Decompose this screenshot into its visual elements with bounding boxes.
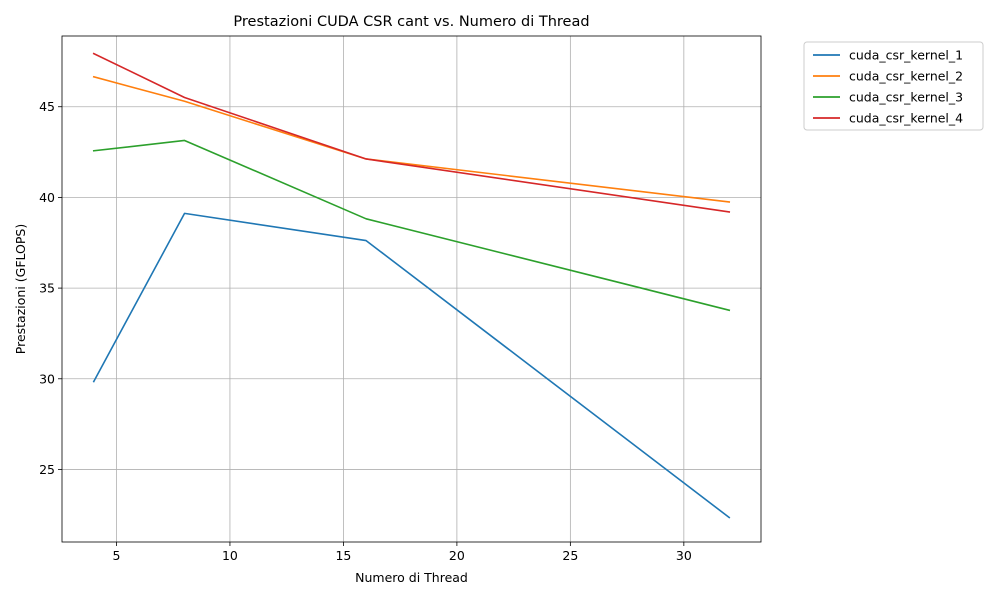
legend-label-3: cuda_csr_kernel_3 [849, 90, 963, 105]
y-tick-label: 35 [39, 281, 55, 296]
x-axis-label: Numero di Thread [355, 570, 468, 585]
legend-box [803, 41, 984, 131]
y-tick-label: 40 [39, 190, 55, 205]
x-tick-label: 15 [335, 548, 351, 563]
x-tick-label: 30 [676, 548, 692, 563]
series-group [92, 52, 731, 519]
legend: cuda_csr_kernel_1 cuda_csr_kernel_2 cuda_c… [803, 41, 984, 131]
chart-title: Prestazioni CUDA CSR cant vs. Numero di … [233, 14, 589, 30]
legend-label-1: cuda_csr_kernel_1 [849, 48, 963, 63]
y-axis-label: Prestazioni (GFLOPS) [13, 224, 28, 354]
x-tick-label: 25 [562, 548, 578, 563]
y-tick-label: 45 [39, 99, 55, 114]
grid [62, 36, 761, 542]
y-axis-ticks: 25 30 35 40 45 [39, 99, 62, 477]
x-tick-label: 5 [112, 548, 120, 563]
y-tick-label: 25 [39, 462, 55, 477]
plot-frame [61, 35, 762, 543]
x-tick-label: 20 [449, 548, 465, 563]
x-axis-ticks: 5 10 15 20 25 30 [112, 542, 692, 563]
series-line-1 [92, 212, 731, 519]
legend-label-4: cuda_csr_kernel_4 [849, 111, 963, 126]
series-line-3 [92, 139, 731, 312]
series-line-2 [92, 75, 731, 203]
x-tick-label: 10 [222, 548, 238, 563]
series-line-4 [92, 52, 731, 213]
y-tick-label: 30 [39, 371, 55, 386]
legend-label-2: cuda_csr_kernel_2 [849, 69, 963, 84]
